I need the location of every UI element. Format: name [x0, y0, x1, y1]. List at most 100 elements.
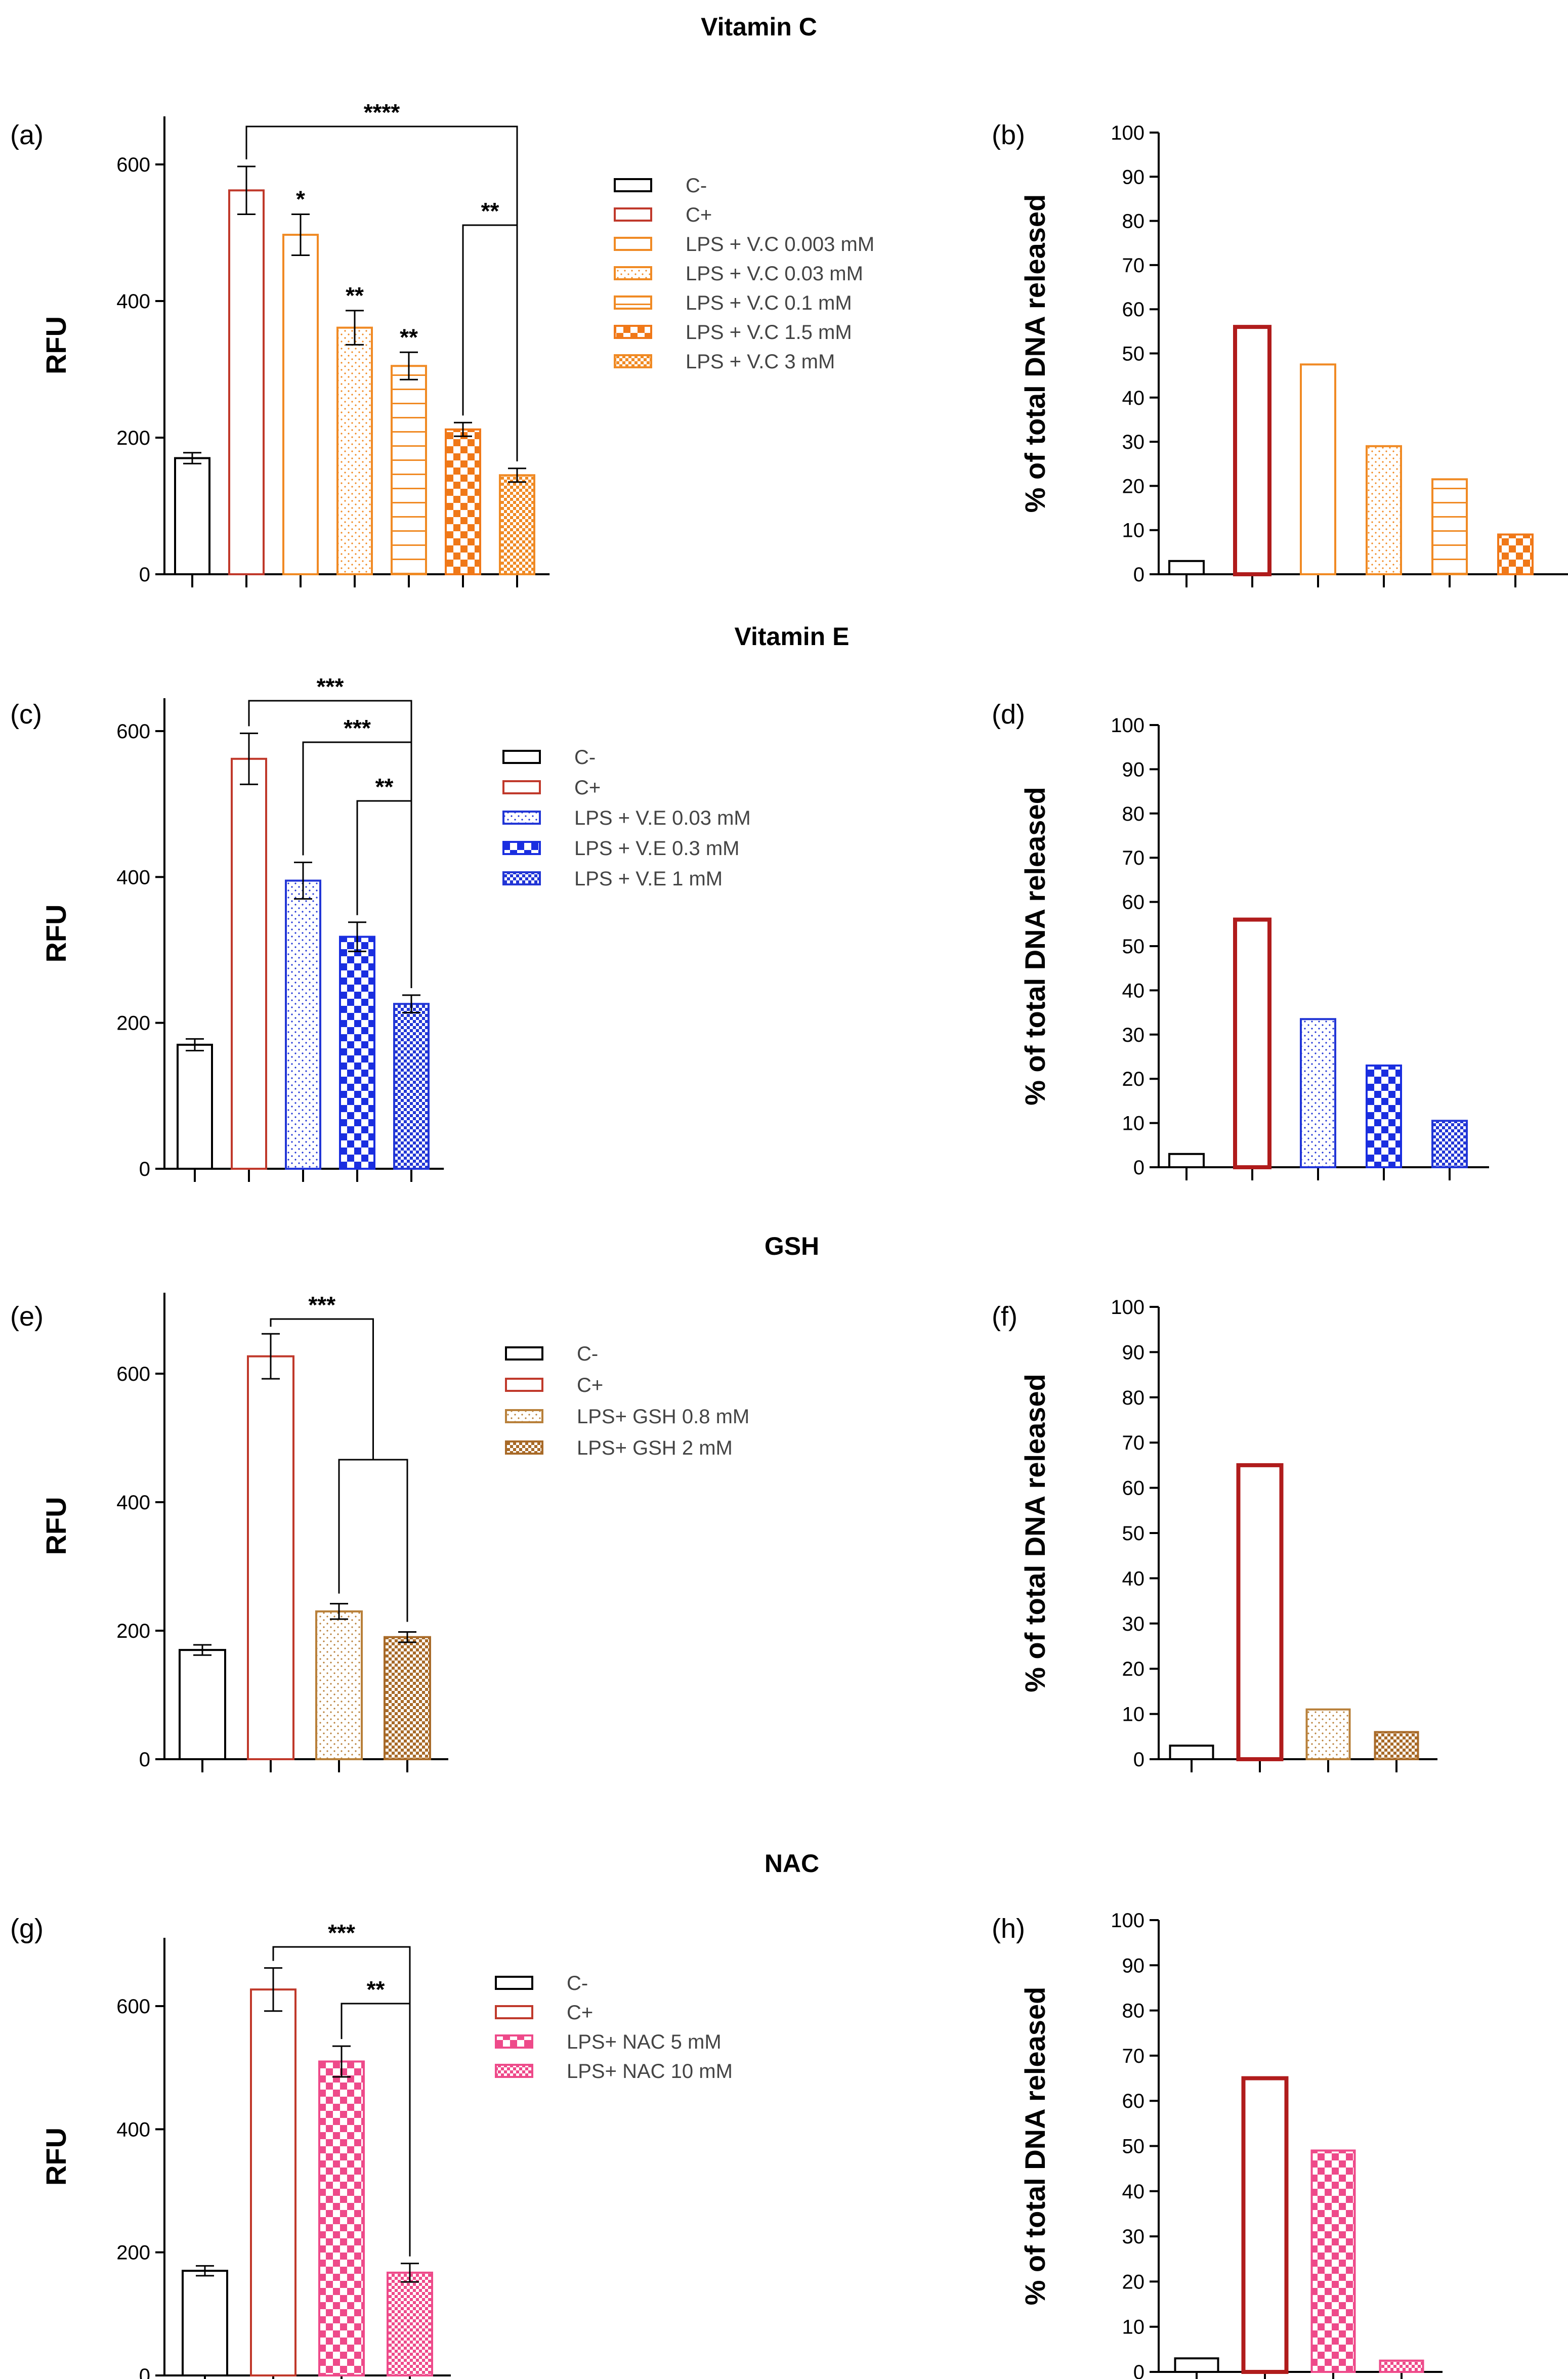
bar-3 — [1310, 2149, 1356, 2373]
y-axis-label: RFU — [40, 2128, 72, 2186]
legend-label: C+ — [574, 777, 601, 799]
section-title-gsh: GSH — [765, 1232, 819, 1260]
bar-3 — [282, 234, 319, 575]
significance-label: ** — [375, 774, 394, 800]
y-tick-label: 20 — [1122, 2271, 1145, 2293]
bar-1 — [1168, 560, 1205, 576]
significance-bracket — [341, 2003, 411, 2257]
y-tick-label: 30 — [1122, 2226, 1145, 2248]
y-tick-label: 70 — [1122, 1432, 1145, 1454]
legend-label: C+ — [567, 2002, 593, 2024]
significance-label: * — [296, 186, 305, 213]
y-tick-label: 20 — [1122, 1068, 1145, 1090]
significance-bracket — [270, 1318, 374, 1460]
significance-bracket — [338, 1459, 408, 1622]
significance-label: ** — [400, 324, 418, 350]
panel-label-d: (d) — [992, 699, 1025, 730]
y-tick-label: 0 — [139, 564, 150, 586]
legend-swatch — [495, 1976, 533, 1990]
y-tick-label: 40 — [1122, 387, 1145, 409]
legend-swatch — [614, 266, 652, 280]
y-tick-label: 50 — [1122, 343, 1145, 365]
bar-2 — [250, 1988, 296, 2376]
y-axis-label: % of total DNA released — [1019, 1987, 1051, 2306]
legend-swatch — [495, 2005, 533, 2019]
y-axis-label: % of total DNA released — [1019, 1374, 1051, 1692]
legend-label: LPS + V.C 1.5 mM — [686, 321, 852, 344]
bar-6 — [445, 428, 481, 575]
panel-label-h: (h) — [992, 1914, 1025, 1944]
y-tick-label: 200 — [116, 1620, 150, 1642]
y-tick-label: 0 — [1133, 2361, 1145, 2379]
legend-swatch — [495, 2034, 533, 2049]
y-tick-label: 30 — [1122, 431, 1145, 453]
legend-label: C+ — [577, 1374, 603, 1396]
y-tick-label: 50 — [1122, 936, 1145, 958]
bar-4 — [1366, 445, 1402, 576]
legend-label: LPS+ NAC 10 mM — [567, 2060, 733, 2083]
bar-3 — [1300, 1018, 1336, 1168]
significance-label: *** — [308, 1292, 335, 1318]
legend-swatch — [502, 841, 541, 855]
legend-label: C- — [567, 1972, 588, 1994]
section-title-vitamin-e: Vitamin E — [735, 622, 850, 651]
legend-swatch — [502, 811, 541, 825]
bar-2 — [247, 1355, 294, 1760]
y-tick-label: 50 — [1122, 1522, 1145, 1545]
legend-label: LPS + V.C 0.003 mM — [686, 233, 874, 256]
panel-label-e: (e) — [10, 1301, 44, 1332]
bar-4 — [1379, 2359, 1424, 2373]
bar-3 — [318, 2060, 365, 2376]
legend-label: LPS+ GSH 0.8 mM — [577, 1406, 749, 1428]
bar-3 — [1305, 1708, 1351, 1760]
y-tick-label: 10 — [1122, 520, 1145, 542]
bar-3 — [315, 1610, 363, 1760]
y-tick-label: 60 — [1122, 1477, 1145, 1500]
legend-label: LPS+ NAC 5 mM — [567, 2031, 722, 2053]
y-tick-label: 40 — [1122, 2181, 1145, 2203]
bar-7 — [499, 474, 535, 575]
y-tick-label: 30 — [1122, 1613, 1145, 1635]
panel-label-g: (g) — [10, 1914, 44, 1944]
y-tick-label: 0 — [139, 1158, 150, 1180]
y-tick-label: 80 — [1122, 210, 1145, 233]
y-tick-label: 100 — [1111, 122, 1145, 144]
significance-label: ** — [367, 1976, 385, 2003]
bar-4 — [339, 936, 375, 1170]
y-tick-label: 50 — [1122, 2136, 1145, 2158]
bar-4 — [387, 2271, 433, 2377]
legend-label: LPS + V.C 3 mM — [686, 351, 835, 373]
bar-1 — [1174, 2357, 1219, 2373]
panel-label-a: (a) — [10, 120, 44, 150]
legend-swatch — [614, 207, 652, 222]
legend-swatch — [502, 750, 541, 764]
legend-label: LPS + V.E 0.03 mM — [574, 807, 751, 829]
legend-swatch — [502, 780, 541, 794]
bar-1 — [177, 1043, 213, 1170]
legend-label: LPS + V.C 0.03 mM — [686, 263, 863, 285]
y-tick-label: 600 — [116, 1363, 150, 1385]
legend-swatch — [505, 1346, 543, 1361]
y-tick-label: 0 — [139, 2365, 150, 2379]
bar-4 — [1366, 1064, 1402, 1168]
y-tick-label: 10 — [1122, 1704, 1145, 1726]
bar-3 — [1300, 363, 1336, 575]
y-tick-label: 60 — [1122, 891, 1145, 914]
y-tick-label: 80 — [1122, 1387, 1145, 1409]
y-tick-label: 0 — [1133, 1157, 1145, 1179]
legend-swatch — [614, 295, 652, 310]
legend-label: C- — [577, 1343, 598, 1365]
y-tick-label: 400 — [116, 2118, 150, 2141]
y-tick-label: 0 — [139, 1749, 150, 1771]
y-tick-label: 0 — [1133, 1749, 1145, 1771]
legend-swatch — [614, 237, 652, 251]
bar-2 — [1233, 917, 1272, 1170]
bar-1 — [1168, 1153, 1205, 1169]
significance-label: *** — [328, 1920, 355, 1946]
significance-label: *** — [317, 673, 344, 700]
y-tick-label: 20 — [1122, 475, 1145, 497]
y-tick-label: 100 — [1111, 714, 1145, 737]
